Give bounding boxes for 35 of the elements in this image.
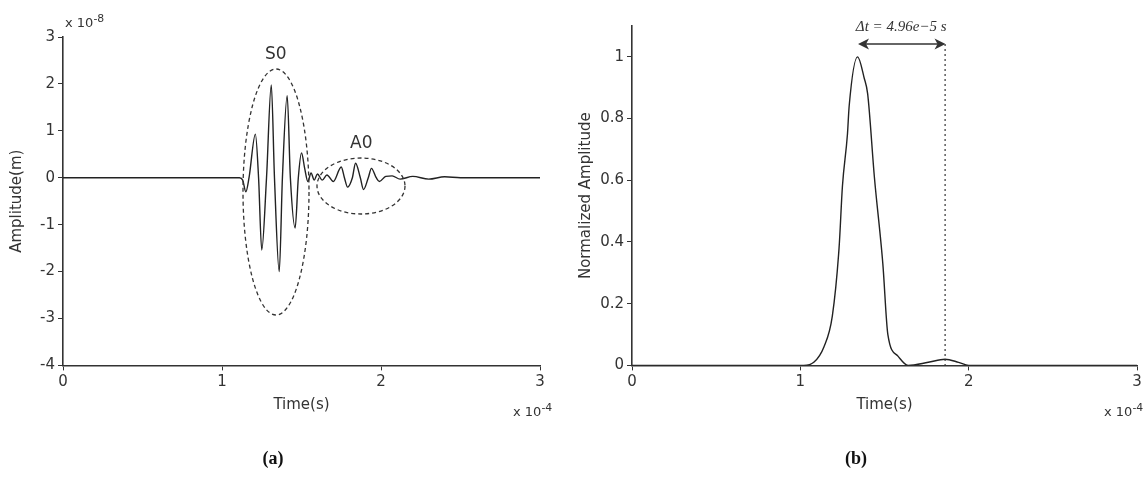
y-tick-label: 0 <box>45 167 55 186</box>
y-tick-label: 1 <box>614 46 624 65</box>
text: x 10$^{-8}$ <box>65 12 105 31</box>
text: (b) <box>845 447 867 469</box>
x-tick-label: 0 <box>627 372 637 391</box>
x-tick-label: 3 <box>1132 372 1142 391</box>
y-tick-label: -3 <box>40 308 55 327</box>
y-axis-title: Amplitude(m) <box>6 149 25 253</box>
x-tick-label: 0 <box>58 372 68 391</box>
y-tick-label: 2 <box>45 73 55 92</box>
y-tick-label: 1 <box>45 120 55 139</box>
y-tick-label: -1 <box>40 214 55 233</box>
text: x 10$^{-4}$ <box>513 401 553 420</box>
y-tick-label: 3 <box>45 26 55 45</box>
annotation: S0 <box>265 42 287 63</box>
x-tick-label: 3 <box>535 372 545 391</box>
annotation: A0 <box>350 131 373 152</box>
x-axis-title: Time(s) <box>855 395 913 414</box>
y-tick-label: 0 <box>614 355 624 374</box>
x-tick-label: 1 <box>795 372 806 391</box>
x-tick-label: 1 <box>217 372 227 391</box>
y-axis-title: Normalized Amplitude <box>575 112 594 280</box>
text: (a) <box>262 447 284 469</box>
annotation: Δt = 4.96e−5 s <box>855 18 947 34</box>
text: x 10$^{-4}$ <box>1104 401 1144 420</box>
x-axis-title: Time(s) <box>272 395 330 414</box>
y-tick-label: 0.2 <box>600 293 624 312</box>
x-tick-label: 2 <box>963 372 974 391</box>
y-tick-label: 0.8 <box>600 108 624 127</box>
x-tick-label: 2 <box>376 372 386 391</box>
y-tick-label: 0.6 <box>600 170 624 189</box>
y-tick-label: 0.4 <box>600 231 624 250</box>
y-tick-label: -2 <box>40 261 55 280</box>
line-series <box>63 84 540 273</box>
y-tick-label: -4 <box>40 355 55 374</box>
